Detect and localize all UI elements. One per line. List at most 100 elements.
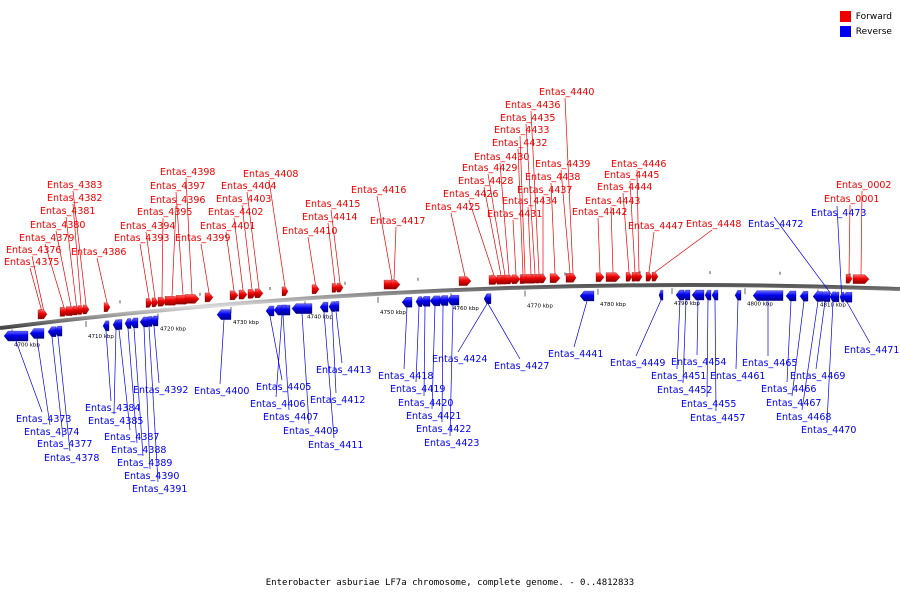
gene-label-entas-4424[interactable]: Entas_4424: [432, 354, 487, 365]
gene-label-entas-4408[interactable]: Entas_4408: [243, 169, 298, 180]
gene-label-entas-4418[interactable]: Entas_4418: [378, 371, 433, 382]
gene-label-entas-4394[interactable]: Entas_4394: [120, 221, 175, 232]
gene-label-entas-4470[interactable]: Entas_4470: [801, 425, 856, 436]
gene-label-entas-4454[interactable]: Entas_4454: [671, 357, 726, 368]
gene-arrow-entas-4393[interactable]: [145, 298, 153, 308]
gene-label-entas-4417[interactable]: Entas_4417: [370, 216, 425, 227]
gene-label-entas-4431[interactable]: Entas_4431: [487, 209, 542, 220]
gene-arrow-entas-4454[interactable]: [691, 289, 705, 301]
gene-arrow-entas-4427[interactable]: [484, 293, 492, 304]
gene-arrow-entas-4441[interactable]: [579, 290, 595, 302]
gene-arrow-entas-4465[interactable]: [752, 290, 784, 301]
gene-arrow-entas-4421[interactable]: [429, 295, 441, 307]
gene-arrow-entas-4395[interactable]: [157, 297, 167, 307]
gene-arrow-entas-4417[interactable]: [390, 279, 398, 290]
gene-label-entas-4392[interactable]: Entas_4392: [133, 385, 188, 396]
gene-label-entas-4426[interactable]: Entas_4426: [443, 189, 498, 200]
gene-label-entas-4416[interactable]: Entas_4416: [351, 185, 406, 196]
gene-label-entas-4374[interactable]: Entas_4374: [24, 427, 79, 438]
gene-label-entas-4434[interactable]: Entas_4434: [502, 196, 557, 207]
gene-label-entas-4440[interactable]: Entas_4440: [539, 87, 594, 98]
gene-arrow-entas-4438[interactable]: [549, 273, 561, 283]
gene-label-entas-0001[interactable]: Entas_0001: [824, 194, 879, 205]
gene-arrow-entas-4403[interactable]: [247, 289, 257, 299]
gene-arrow-entas-4446[interactable]: [635, 272, 643, 282]
gene-label-entas-4389[interactable]: Entas_4389: [117, 458, 172, 469]
gene-arrow-entas-4466[interactable]: [785, 290, 797, 302]
gene-label-entas-4468[interactable]: Entas_4468: [776, 412, 831, 423]
gene-arrow-entas-4423[interactable]: [446, 294, 460, 306]
gene-label-entas-4411[interactable]: Entas_4411: [308, 440, 363, 451]
gene-label-entas-4396[interactable]: Entas_4396: [150, 195, 205, 206]
gene-label-entas-4403[interactable]: Entas_4403: [216, 194, 271, 205]
gene-arrow-entas-4407[interactable]: [279, 304, 287, 316]
gene-label-entas-4433[interactable]: Entas_4433: [494, 125, 549, 136]
gene-label-entas-4380[interactable]: Entas_4380: [30, 220, 85, 231]
gene-arrow-entas-4392[interactable]: [149, 315, 159, 327]
gene-label-entas-4379[interactable]: Entas_4379: [19, 233, 74, 244]
gene-arrow-entas-4469[interactable]: [819, 291, 831, 302]
gene-label-entas-4390[interactable]: Entas_4390: [124, 471, 179, 482]
gene-label-entas-4427[interactable]: Entas_4427: [494, 361, 549, 372]
gene-label-entas-4421[interactable]: Entas_4421: [406, 411, 461, 422]
gene-label-entas-4447[interactable]: Entas_4447: [628, 221, 683, 232]
gene-label-entas-4422[interactable]: Entas_4422: [416, 424, 471, 435]
gene-arrow-entas-4376[interactable]: [39, 309, 48, 319]
gene-label-entas-4386[interactable]: Entas_4386: [71, 247, 126, 258]
gene-arrow-entas-4402[interactable]: [238, 289, 248, 300]
gene-label-entas-4409[interactable]: Entas_4409: [283, 426, 338, 437]
gene-label-entas-4413[interactable]: Entas_4413: [316, 365, 371, 376]
gene-arrow-entas-4410[interactable]: [311, 284, 320, 294]
gene-label-entas-4455[interactable]: Entas_4455: [681, 399, 736, 410]
gene-label-entas-4383[interactable]: Entas_4383: [47, 180, 102, 191]
gene-label-entas-4407[interactable]: Entas_4407: [263, 412, 318, 423]
gene-label-entas-4437[interactable]: Entas_4437: [517, 185, 572, 196]
gene-arrow-entas-4461[interactable]: [734, 290, 742, 301]
gene-label-entas-4430[interactable]: Entas_4430: [474, 152, 529, 163]
gene-arrow-entas-4444[interactable]: [625, 272, 633, 282]
gene-arrow-entas-4419[interactable]: [415, 296, 423, 307]
gene-arrow-entas-4384[interactable]: [102, 320, 110, 331]
gene-label-entas-4395[interactable]: Entas_4395: [137, 207, 192, 218]
gene-arrow-entas-4418[interactable]: [401, 297, 413, 308]
gene-label-entas-4406[interactable]: Entas_4406: [250, 399, 305, 410]
gene-label-entas-4443[interactable]: Entas_4443: [585, 196, 640, 207]
gene-label-entas-4441[interactable]: Entas_4441: [548, 349, 603, 360]
gene-label-entas-4382[interactable]: Entas_4382: [47, 193, 102, 204]
gene-label-entas-4457[interactable]: Entas_4457: [690, 413, 745, 424]
gene-label-entas-4398[interactable]: Entas_4398: [160, 167, 215, 178]
gene-label-entas-4401[interactable]: Entas_4401: [200, 221, 255, 232]
gene-label-entas-4436[interactable]: Entas_4436: [505, 100, 560, 111]
gene-label-entas-4377[interactable]: Entas_4377: [37, 439, 92, 450]
gene-label-entas-4438[interactable]: Entas_4438: [525, 172, 580, 183]
gene-arrow-entas-4455[interactable]: [704, 289, 712, 301]
gene-label-entas-4400[interactable]: Entas_4400: [194, 386, 249, 397]
gene-label-entas-4469[interactable]: Entas_4469: [790, 371, 845, 382]
gene-arrow-entas-4383[interactable]: [82, 304, 90, 315]
gene-arrow-entas-0002[interactable]: [852, 274, 870, 284]
gene-arrow-entas-4440[interactable]: [569, 273, 577, 283]
gene-arrow-entas-4382[interactable]: [77, 305, 85, 315]
gene-label-entas-4410[interactable]: Entas_4410: [282, 226, 337, 237]
gene-label-entas-4397[interactable]: Entas_4397: [150, 181, 205, 192]
gene-arrow-entas-4451[interactable]: [675, 289, 685, 301]
gene-arrow-entas-4378[interactable]: [53, 325, 63, 337]
gene-label-entas-4428[interactable]: Entas_4428: [458, 176, 513, 187]
gene-label-entas-4420[interactable]: Entas_4420: [398, 398, 453, 409]
gene-label-entas-4466[interactable]: Entas_4466: [761, 384, 816, 395]
gene-label-entas-4432[interactable]: Entas_4432: [492, 138, 547, 149]
gene-arrow-entas-4437[interactable]: [539, 273, 547, 284]
gene-label-entas-4452[interactable]: Entas_4452: [657, 385, 712, 396]
gene-label-entas-4393[interactable]: Entas_4393: [114, 233, 169, 244]
gene-arrow-entas-4398[interactable]: [184, 294, 200, 304]
gene-label-entas-4472[interactable]: Entas_4472: [748, 219, 803, 230]
gene-arrow-entas-4420[interactable]: [419, 296, 431, 307]
gene-label-entas-4405[interactable]: Entas_4405: [256, 382, 311, 393]
gene-arrow-entas-4415[interactable]: [336, 282, 344, 293]
gene-label-entas-4414[interactable]: Entas_4414: [302, 212, 357, 223]
gene-arrow-entas-4409[interactable]: [291, 303, 313, 314]
gene-arrow-entas-4442[interactable]: [595, 272, 605, 282]
gene-arrow-entas-4387[interactable]: [115, 319, 123, 330]
gene-label-entas-4429[interactable]: Entas_4429: [462, 163, 517, 174]
gene-arrow-entas-4452[interactable]: [681, 289, 691, 301]
